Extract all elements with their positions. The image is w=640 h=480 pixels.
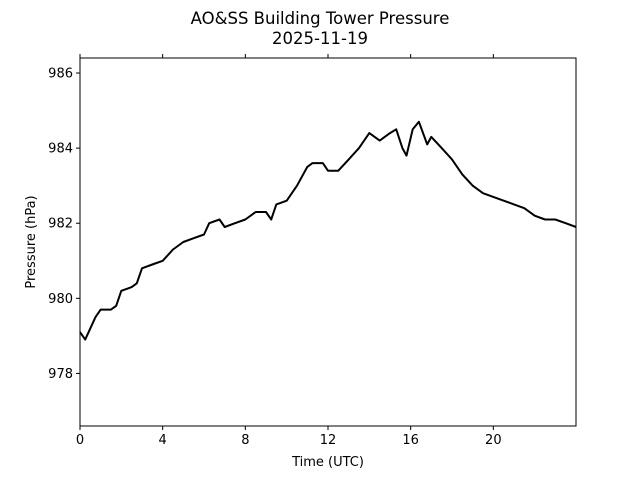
- y-tick-label: 978: [48, 367, 73, 382]
- chart-subtitle: 2025-11-19: [272, 29, 368, 48]
- axes-frame: [79, 57, 577, 427]
- x-tick-label: 16: [402, 433, 419, 448]
- x-axis-label: Time (UTC): [291, 455, 364, 470]
- x-tick-label: 4: [159, 433, 167, 448]
- y-tick-label: 982: [48, 217, 73, 232]
- x-tick-label: 0: [76, 433, 84, 448]
- series-line: [79, 120, 577, 341]
- x-tick-label: 20: [485, 433, 502, 448]
- x-tick-label: 8: [241, 433, 249, 448]
- y-axis-label: Pressure (hPa): [24, 195, 39, 288]
- x-tick-label: 12: [320, 433, 337, 448]
- y-tick-label: 984: [48, 142, 73, 157]
- y-tick-label: 980: [48, 292, 73, 307]
- chart-title: AO&SS Building Tower Pressure: [191, 9, 450, 28]
- y-tick-label: 986: [48, 67, 73, 82]
